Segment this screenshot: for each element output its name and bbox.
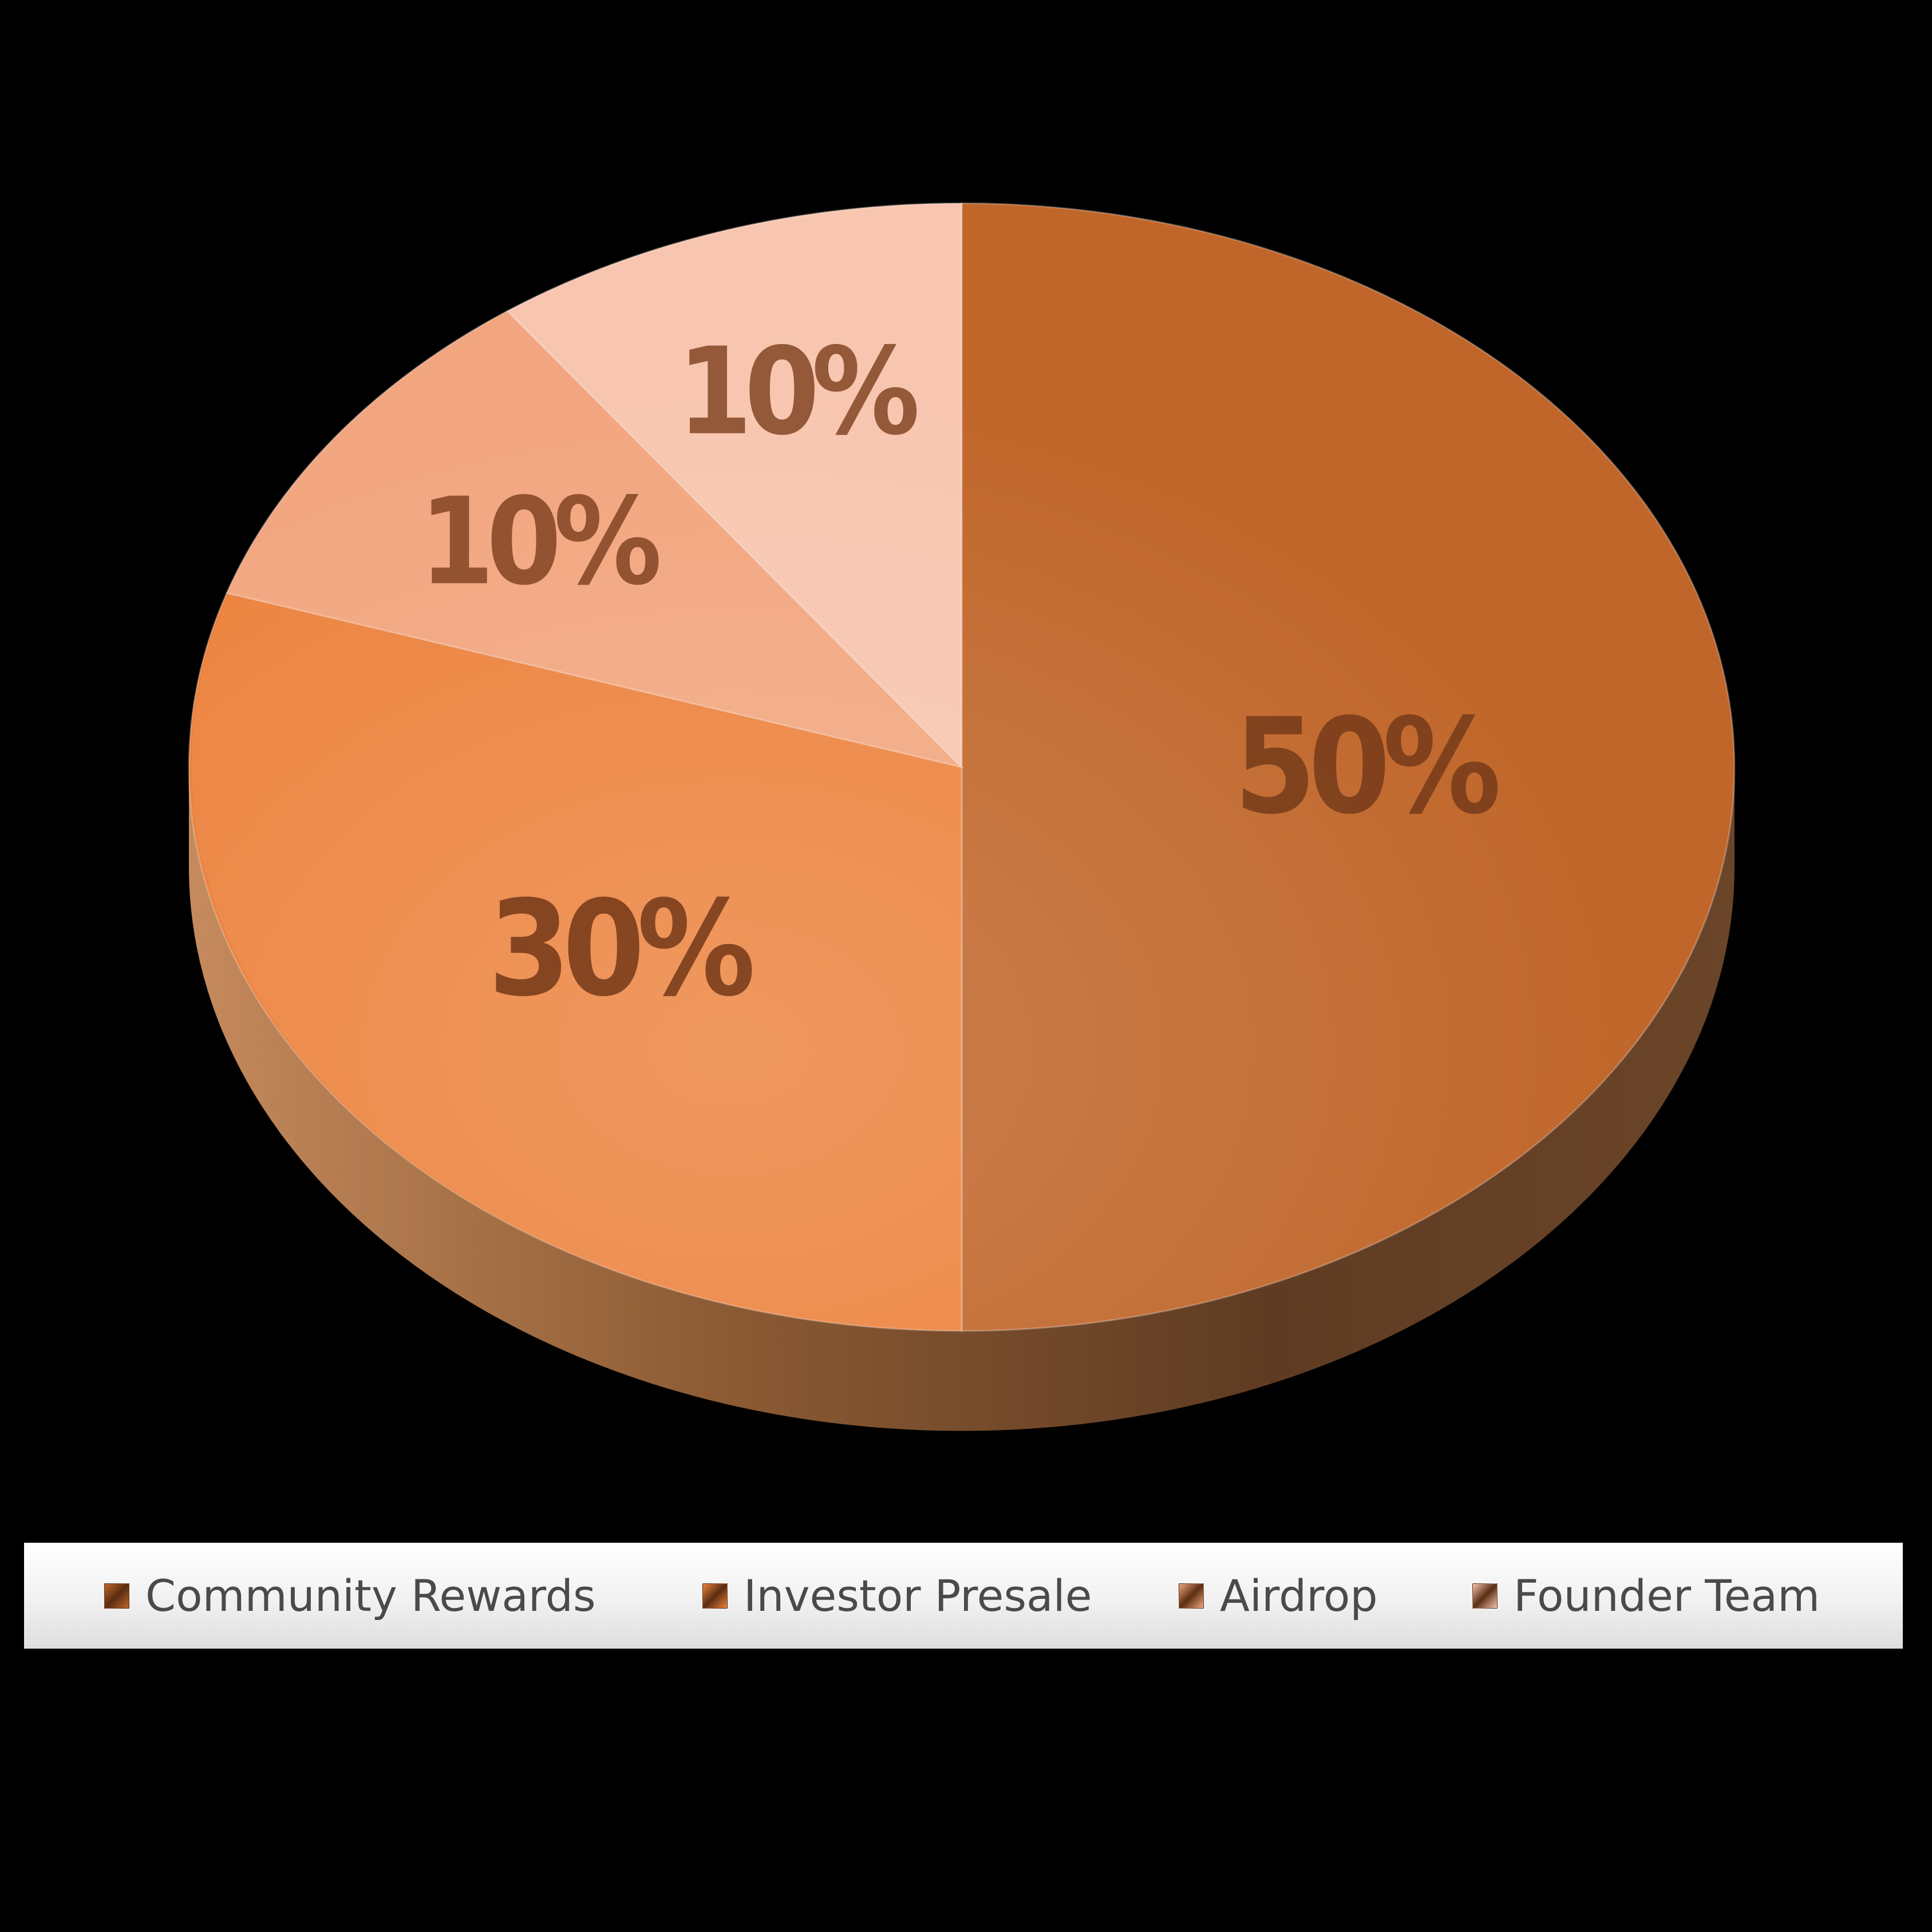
slice-label-founder-team: 10%	[677, 322, 917, 462]
pie-slices	[188, 202, 1736, 1332]
legend-item-founder-team[interactable]: Founder Team	[1472, 1543, 1820, 1649]
slice-label-investor-presale: 30%	[488, 873, 752, 1026]
legend-label: Founder Team	[1514, 1570, 1820, 1621]
legend-item-investor-presale[interactable]: Investor Presale	[702, 1543, 1092, 1649]
legend: Community Rewards Investor Presale Airdr…	[24, 1543, 1903, 1649]
legend-label: Community Rewards	[145, 1570, 596, 1621]
legend-label: Investor Presale	[744, 1570, 1092, 1621]
pie-labels: 50% 30% 10%10%	[419, 322, 1506, 1026]
slice-label-airdrop: 10%	[419, 472, 659, 612]
legend-swatch	[104, 1583, 129, 1609]
legend-swatch	[1472, 1583, 1498, 1609]
slice-label-community-rewards: 50%	[1234, 691, 1498, 844]
legend-label: Airdrop	[1220, 1570, 1378, 1621]
legend-swatch	[1179, 1583, 1204, 1609]
legend-item-airdrop[interactable]: Airdrop	[1179, 1543, 1378, 1649]
legend-swatch	[702, 1583, 728, 1609]
legend-item-community-rewards[interactable]: Community Rewards	[104, 1543, 596, 1649]
